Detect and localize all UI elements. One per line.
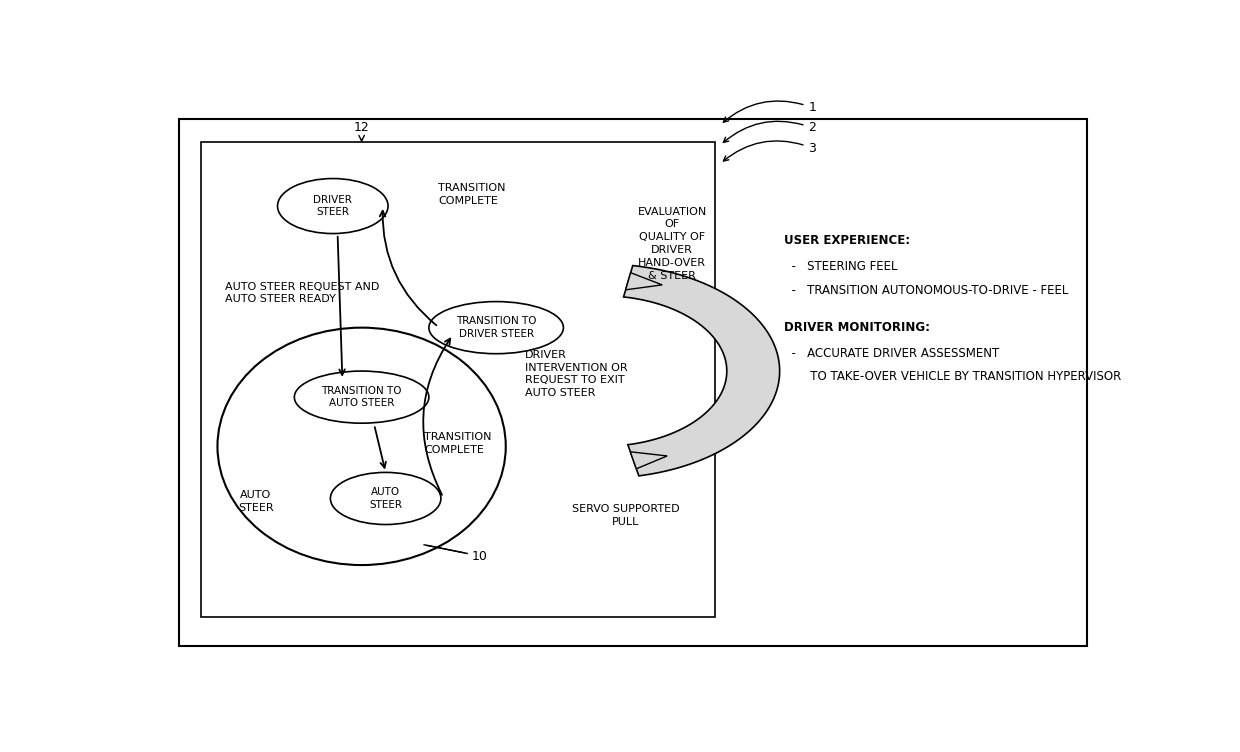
Text: 12: 12 [353, 120, 370, 134]
Text: 10: 10 [472, 550, 489, 562]
Text: -   TRANSITION AUTONOMOUS-TO-DRIVE - FEEL: - TRANSITION AUTONOMOUS-TO-DRIVE - FEEL [785, 284, 1069, 296]
Text: 3: 3 [723, 141, 816, 161]
Text: EVALUATION
OF
QUALITY OF
DRIVER
HAND-OVER
& STEER: EVALUATION OF QUALITY OF DRIVER HAND-OVE… [637, 207, 707, 280]
Text: TRANSITION
COMPLETE: TRANSITION COMPLETE [424, 432, 491, 455]
Ellipse shape [294, 371, 429, 423]
Ellipse shape [278, 178, 388, 234]
Text: -   ACCURATE DRIVER ASSESSMENT: - ACCURATE DRIVER ASSESSMENT [785, 347, 999, 360]
Text: DRIVER
INTERVENTION OR
REQUEST TO EXIT
AUTO STEER: DRIVER INTERVENTION OR REQUEST TO EXIT A… [525, 350, 627, 398]
Polygon shape [626, 273, 662, 290]
Text: AUTO
STEER: AUTO STEER [238, 490, 274, 513]
Ellipse shape [217, 328, 506, 565]
Text: TRANSITION TO
AUTO STEER: TRANSITION TO AUTO STEER [321, 386, 402, 408]
Text: DRIVER
STEER: DRIVER STEER [314, 195, 352, 217]
Ellipse shape [330, 472, 441, 525]
Text: USER EXPERIENCE:: USER EXPERIENCE: [785, 235, 910, 247]
Polygon shape [624, 265, 780, 476]
Text: DRIVER MONITORING:: DRIVER MONITORING: [785, 321, 930, 334]
Text: AUTO
STEER: AUTO STEER [370, 487, 402, 510]
Text: AUTO STEER REQUEST AND
AUTO STEER READY: AUTO STEER REQUEST AND AUTO STEER READY [226, 281, 379, 305]
Text: SERVO SUPPORTED
PULL: SERVO SUPPORTED PULL [572, 505, 680, 527]
Text: 1: 1 [723, 101, 816, 122]
Text: -   STEERING FEEL: - STEERING FEEL [785, 260, 898, 273]
Text: TRANSITION
COMPLETE: TRANSITION COMPLETE [439, 183, 506, 206]
Text: 2: 2 [723, 121, 816, 142]
Polygon shape [630, 452, 667, 468]
Text: TRANSITION TO
DRIVER STEER: TRANSITION TO DRIVER STEER [456, 317, 537, 339]
Text: TO TAKE-OVER VEHICLE BY TRANSITION HYPERVISOR: TO TAKE-OVER VEHICLE BY TRANSITION HYPER… [785, 371, 1122, 384]
Bar [201, 142, 715, 617]
Ellipse shape [429, 302, 563, 353]
